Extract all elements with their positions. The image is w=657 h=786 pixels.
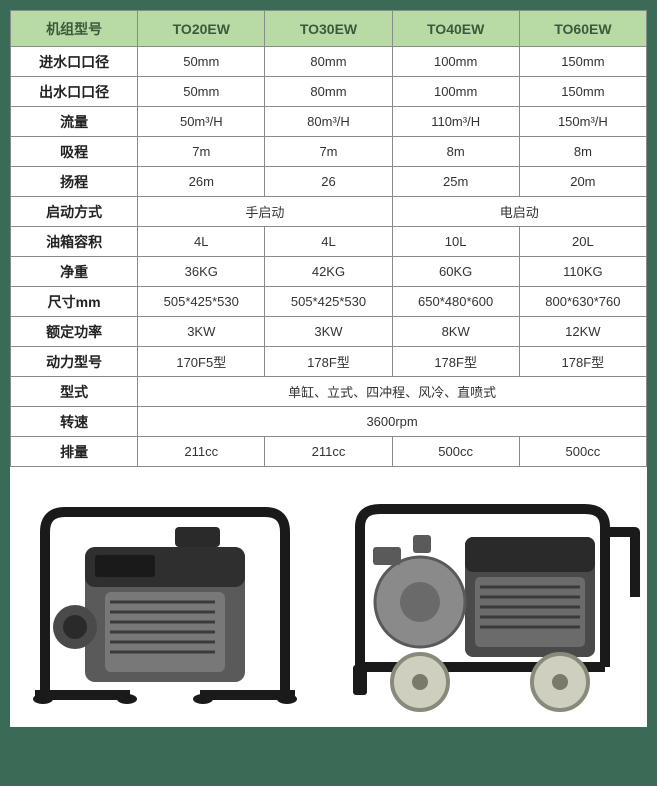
- cell: 178F型: [392, 347, 519, 377]
- cell: 170F5型: [138, 347, 265, 377]
- cell: 211cc: [265, 437, 392, 467]
- product-image-row: [10, 467, 647, 727]
- cell: 178F型: [519, 347, 646, 377]
- cell: 150mm: [519, 47, 646, 77]
- table-row: 净重 36KG 42KG 60KG 110KG: [11, 257, 647, 287]
- cell: 7m: [265, 137, 392, 167]
- row-label: 扬程: [11, 167, 138, 197]
- cell: 10L: [392, 227, 519, 257]
- cell: 178F型: [265, 347, 392, 377]
- cell: 50mm: [138, 77, 265, 107]
- cell: 80mm: [265, 77, 392, 107]
- table-row: 油箱容积 4L 4L 10L 20L: [11, 227, 647, 257]
- cell: 4L: [265, 227, 392, 257]
- table-row: 扬程 26m 26 25m 20m: [11, 167, 647, 197]
- cell-span2: 手启动: [138, 197, 392, 227]
- cell: 12KW: [519, 317, 646, 347]
- header-label: 机组型号: [11, 11, 138, 47]
- header-row: 机组型号 TO20EW TO30EW TO40EW TO60EW: [11, 11, 647, 47]
- table-row: 流量 50m³/H 80m³/H 110m³/H 150m³/H: [11, 107, 647, 137]
- cell: 20L: [519, 227, 646, 257]
- table-row: 动力型号 170F5型 178F型 178F型 178F型: [11, 347, 647, 377]
- table-row: 出水口口径 50mm 80mm 100mm 150mm: [11, 77, 647, 107]
- cell: 20m: [519, 167, 646, 197]
- cell: 60KG: [392, 257, 519, 287]
- cell-span4: 3600rpm: [138, 407, 647, 437]
- cell: 26m: [138, 167, 265, 197]
- table-row: 转速 3600rpm: [11, 407, 647, 437]
- row-label: 吸程: [11, 137, 138, 167]
- cell: 26: [265, 167, 392, 197]
- cell: 650*480*600: [392, 287, 519, 317]
- row-label: 型式: [11, 377, 138, 407]
- row-label: 动力型号: [11, 347, 138, 377]
- cell: 500cc: [519, 437, 646, 467]
- header-model-1: TO30EW: [265, 11, 392, 47]
- cell: 50m³/H: [138, 107, 265, 137]
- row-label: 油箱容积: [11, 227, 138, 257]
- row-label: 额定功率: [11, 317, 138, 347]
- cell: 3KW: [265, 317, 392, 347]
- cell: 150mm: [519, 77, 646, 107]
- cell: 25m: [392, 167, 519, 197]
- table-row: 吸程 7m 7m 8m 8m: [11, 137, 647, 167]
- cell: 80m³/H: [265, 107, 392, 137]
- spec-page: 机组型号 TO20EW TO30EW TO40EW TO60EW 进水口口径 5…: [10, 10, 647, 727]
- row-label: 尺寸mm: [11, 287, 138, 317]
- cell: 100mm: [392, 47, 519, 77]
- row-label: 净重: [11, 257, 138, 287]
- table-row: 尺寸mm 505*425*530 505*425*530 650*480*600…: [11, 287, 647, 317]
- product-image-right: [325, 477, 645, 717]
- header-model-0: TO20EW: [138, 11, 265, 47]
- table-row: 型式 单缸、立式、四冲程、风冷、直喷式: [11, 377, 647, 407]
- table-row: 排量 211cc 211cc 500cc 500cc: [11, 437, 647, 467]
- cell: 8KW: [392, 317, 519, 347]
- cell: 8m: [519, 137, 646, 167]
- cell: 4L: [138, 227, 265, 257]
- cell: 42KG: [265, 257, 392, 287]
- row-label: 转速: [11, 407, 138, 437]
- spec-table: 机组型号 TO20EW TO30EW TO40EW TO60EW 进水口口径 5…: [10, 10, 647, 467]
- table-row: 启动方式 手启动 电启动: [11, 197, 647, 227]
- row-label: 进水口口径: [11, 47, 138, 77]
- cell: 7m: [138, 137, 265, 167]
- cell: 505*425*530: [138, 287, 265, 317]
- row-label: 排量: [11, 437, 138, 467]
- cell: 3KW: [138, 317, 265, 347]
- cell: 110m³/H: [392, 107, 519, 137]
- table-row: 进水口口径 50mm 80mm 100mm 150mm: [11, 47, 647, 77]
- cell: 8m: [392, 137, 519, 167]
- cell: 211cc: [138, 437, 265, 467]
- cell: 100mm: [392, 77, 519, 107]
- cell: 80mm: [265, 47, 392, 77]
- table-row: 额定功率 3KW 3KW 8KW 12KW: [11, 317, 647, 347]
- cell: 505*425*530: [265, 287, 392, 317]
- row-label: 流量: [11, 107, 138, 137]
- cell: 800*630*760: [519, 287, 646, 317]
- cell: 50mm: [138, 47, 265, 77]
- cell: 110KG: [519, 257, 646, 287]
- row-label: 出水口口径: [11, 77, 138, 107]
- cell-span4: 单缸、立式、四冲程、风冷、直喷式: [138, 377, 647, 407]
- cell: 36KG: [138, 257, 265, 287]
- header-model-2: TO40EW: [392, 11, 519, 47]
- product-image-left: [15, 477, 315, 717]
- cell: 500cc: [392, 437, 519, 467]
- cell-span2: 电启动: [392, 197, 646, 227]
- row-label: 启动方式: [11, 197, 138, 227]
- header-model-3: TO60EW: [519, 11, 646, 47]
- cell: 150m³/H: [519, 107, 646, 137]
